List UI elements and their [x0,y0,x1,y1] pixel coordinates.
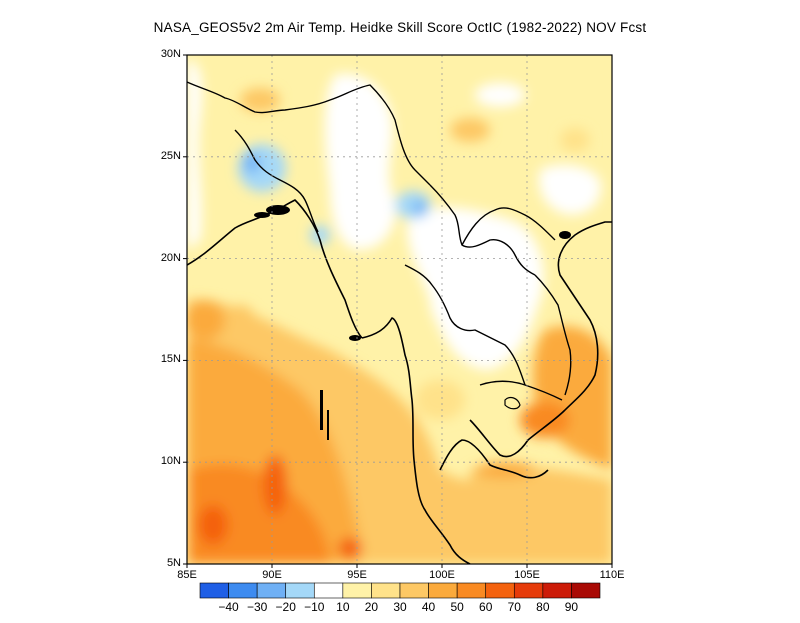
colorbar-swatch [428,582,458,599]
colorbar-swatch [571,582,601,599]
field-orange-patch-b [225,305,255,335]
vietnam-coast [557,221,612,411]
colorbar-label: 30 [393,600,407,614]
colorbar-swatch [542,582,572,599]
field-white-north [325,73,396,250]
shaded-field [187,55,612,564]
field-blue-myanmar [395,191,431,219]
field-blue-myanmar-core [414,200,426,216]
colorbar-swatch [199,582,229,599]
tonle-sap-lake [504,396,521,410]
colorbar-label: 70 [507,600,521,614]
lon-label: 95E [347,569,367,581]
colorbar-swatch [513,582,544,599]
laos-vietnam-border [534,274,572,396]
field-red-patch-b [198,505,228,545]
colorbar-label: 40 [421,600,436,614]
northern-border [187,81,431,186]
colorbar-label: −10 [304,600,325,614]
lat-label: 5N [166,557,181,569]
colorbar-label: 80 [536,600,550,614]
india-bangladesh-coast [187,199,363,339]
colorbar-label: 10 [336,600,350,614]
plot-frame [186,54,613,565]
lon-label: 90E [262,569,282,581]
colorbar-label: 90 [564,600,579,614]
coastlines [187,199,612,564]
colorbar-label: 20 [364,600,379,614]
thailand-border [404,264,526,386]
colorbar-swatch [456,582,487,599]
malay-coast [439,439,549,479]
andaman-islands-a [320,390,323,430]
gulf-thailand-coast [469,409,566,458]
colorbar-swatch [342,582,372,599]
colorbar-label: −40 [218,600,239,614]
colorbar-swatch [285,582,315,599]
colorbar-label: −20 [275,600,296,614]
colorbar-swatch [399,582,429,599]
lat-label: 25N [160,149,181,162]
colorbar-label: −30 [246,600,268,614]
field-blue-bangladesh-core [244,153,260,173]
myanmar-east-border [429,184,536,276]
china-laos-border [461,207,556,246]
bangladesh-border [234,129,319,233]
borders [187,81,572,401]
lat-label: 10N [160,455,181,468]
lon-label: 110E [599,569,625,581]
cambodia-border [479,380,563,401]
island-b [254,212,270,218]
andaman-islands-b [327,410,329,440]
tick-marks [183,54,613,568]
colorbar-swatch [485,582,515,599]
colorbar-label: 50 [450,600,464,614]
field-yellow-patch-a [450,118,490,142]
colorbar-label: 60 [479,600,493,614]
lat-label: 15N [160,353,181,366]
field-red-patch-a [263,455,287,515]
field-white-patch-a [475,83,525,107]
island-d [559,231,571,239]
colorbar-swatch [256,582,287,599]
field-yellow-patch-c [240,88,280,112]
lat-label: 20N [160,251,181,264]
lat-label: 30N [160,48,181,60]
field-blue-coast [310,225,330,245]
field-red-patch-c [338,538,362,558]
field-white-west [187,60,202,250]
field-yellow-patch-b [560,128,590,152]
lon-label: 85E [177,569,197,581]
field-orange-gulf [470,465,612,564]
field-red-orange [190,464,330,564]
colorbar-swatch [313,582,344,599]
island-a [266,205,290,215]
lon-label: 105E [514,569,540,581]
island-c [349,335,361,341]
colorbar [199,582,601,599]
myanmar-coast [361,317,471,564]
map-gridlines [187,55,612,564]
lon-label: 100E [429,569,455,581]
field-orange-patch-a [187,300,225,340]
field-white-northeast [539,164,601,215]
field-white-patch-b [430,260,510,340]
colorbar-swatch [228,582,258,599]
chart-title: NASA_GEOS5v2 2m Air Temp. Heidke Skill S… [153,20,647,35]
colorbar-swatch [371,582,401,599]
field-red-patch-e [520,402,570,438]
field-yellow-patch-d [415,380,465,420]
